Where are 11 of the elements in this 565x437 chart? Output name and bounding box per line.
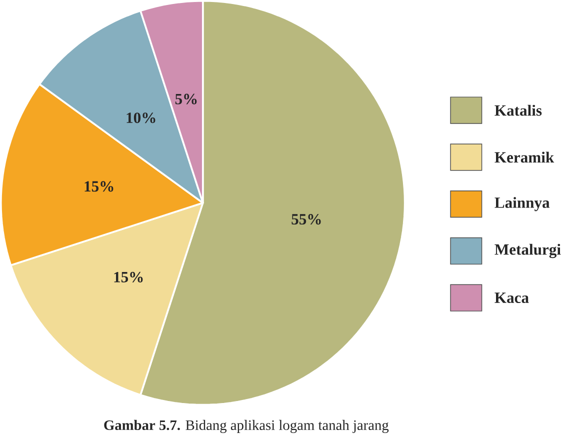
data-label: 10% bbox=[126, 112, 156, 124]
legend-label: Kaca bbox=[494, 292, 529, 304]
legend-label: Katalis bbox=[494, 104, 542, 116]
legend-label: Metalurgi bbox=[494, 244, 561, 258]
data-label: 55% bbox=[292, 214, 321, 225]
text: Gambar 5.7. Bidang aplikasi logam tanah jarang bbox=[104, 420, 389, 434]
legend-label: Lainnya bbox=[494, 196, 550, 212]
legend-label: Keramik bbox=[494, 152, 554, 163]
data-label: 15% bbox=[84, 181, 114, 192]
data-label: 5% bbox=[175, 94, 197, 104]
data-label: 15% bbox=[114, 272, 143, 282]
